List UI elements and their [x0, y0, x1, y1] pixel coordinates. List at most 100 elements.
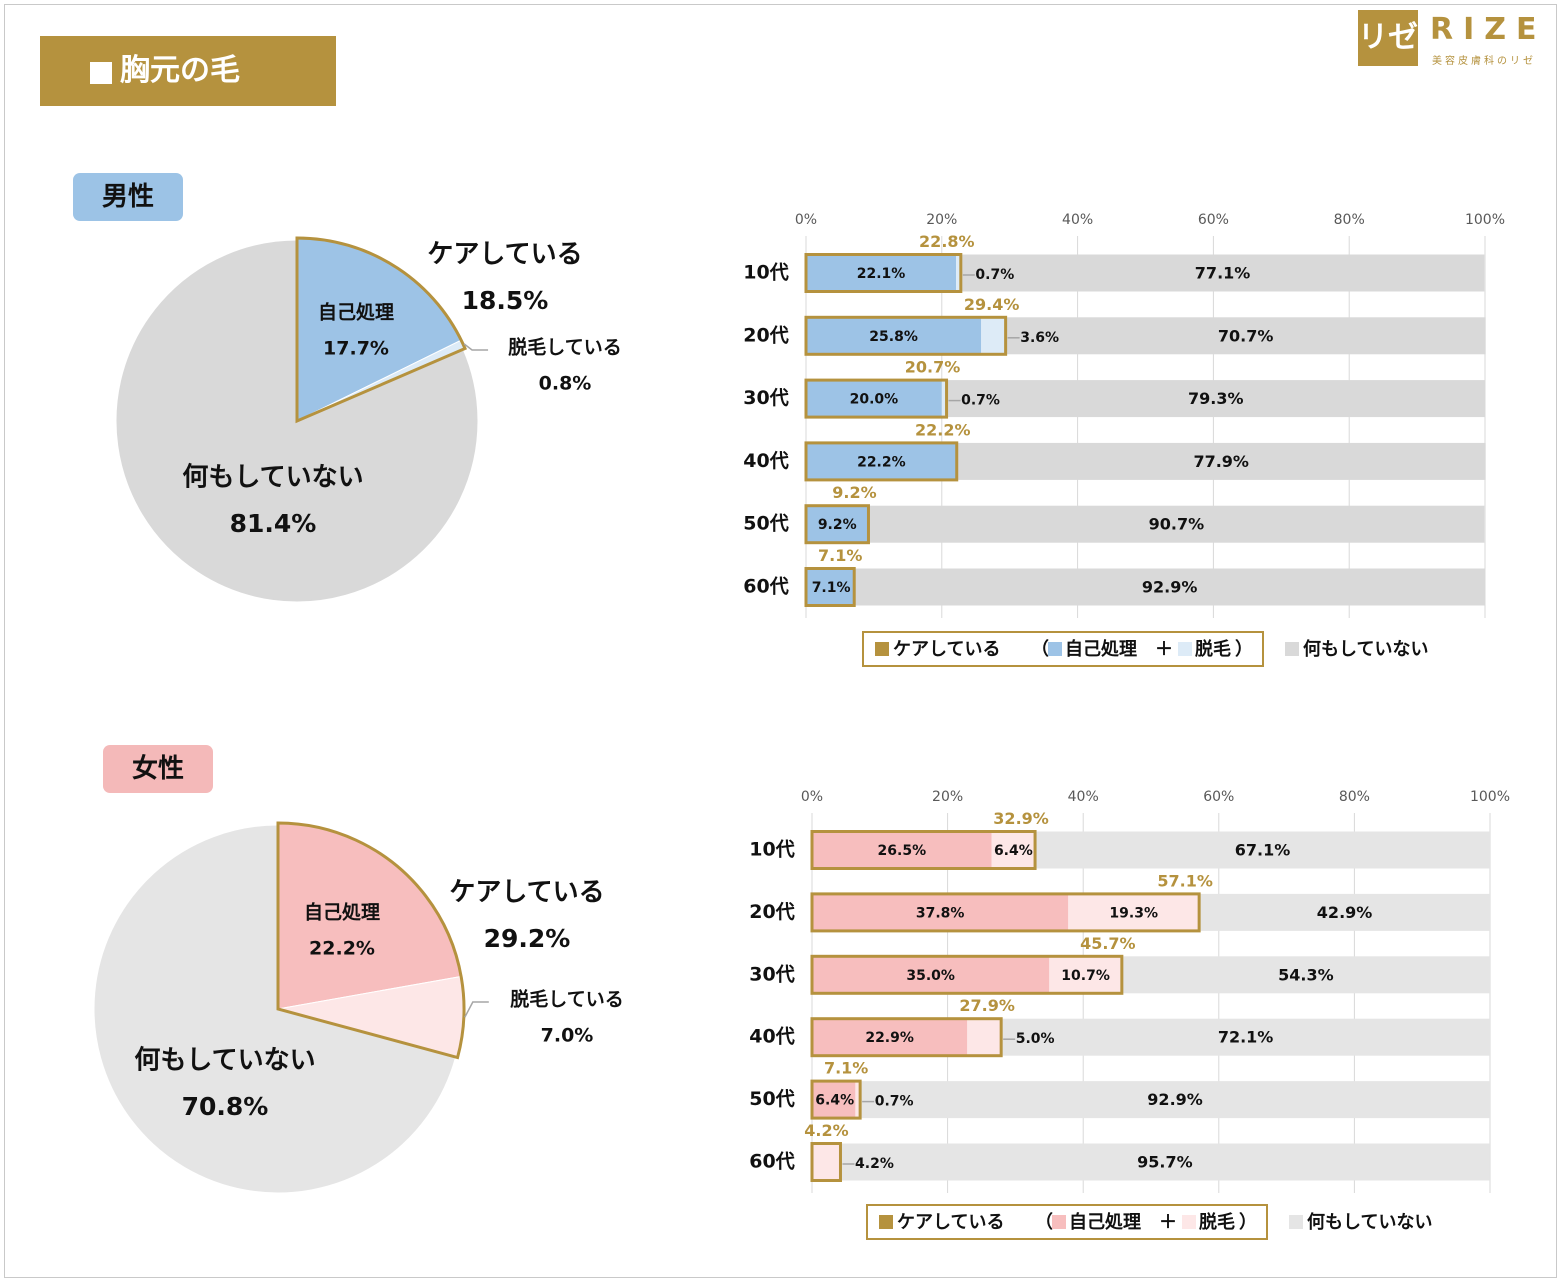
bar-value-self: 26.5% [878, 843, 927, 859]
care-total-label: 9.2% [832, 483, 876, 502]
title-square-icon [90, 62, 112, 84]
care-total-label: 7.1% [824, 1059, 868, 1078]
bar-value-epil: 3.6% [1020, 330, 1059, 346]
bar-segment-self [806, 380, 942, 418]
legend-none-swatch [1285, 642, 1299, 656]
pie-value-self: 22.2% [309, 938, 375, 960]
pie-label-none: 何もしていない [182, 463, 363, 493]
bar-segment-self [812, 956, 1050, 994]
x-tick-label: 20% [932, 789, 963, 805]
bar-care-outline [810, 1017, 1003, 1058]
legend-paren-close: ） [1235, 639, 1253, 660]
care-total-label: 32.9% [993, 809, 1049, 828]
legend-care-swatch [875, 642, 889, 656]
bar-value-none: 77.1% [1195, 264, 1251, 283]
bar-value-self: 35.0% [906, 968, 955, 984]
bar-segment-self [812, 1081, 856, 1119]
chart-frame [4, 4, 1557, 1278]
bar-value-epil: 4.2% [855, 1156, 894, 1172]
pie-value-none: 70.8% [182, 1092, 269, 1121]
category-label: 40代 [743, 450, 788, 472]
bar-segment-none [860, 1081, 1490, 1119]
category-label: 20代 [749, 901, 794, 923]
bar-segment-epil [991, 831, 1036, 869]
logo-mark: リゼ [1358, 10, 1418, 66]
x-tick-label: 80% [1334, 212, 1365, 228]
category-label: 50代 [743, 513, 788, 535]
x-tick-label: 100% [1470, 789, 1510, 805]
bar-segment-epil [956, 254, 961, 292]
bar-care-outline [810, 1079, 862, 1120]
bar-care-outline [804, 567, 856, 607]
logo-subtitle: 美容皮膚科のリゼ [1432, 56, 1536, 67]
care-total-label: 45.7% [1080, 934, 1136, 953]
legend-epil-swatch [1182, 1215, 1196, 1229]
legend-none-label: 何もしていない [1307, 1211, 1432, 1233]
x-tick-label: 40% [1062, 212, 1093, 228]
bar-segment-none [960, 254, 1485, 292]
bar-care-outline [804, 504, 870, 545]
care-total-label: 22.2% [915, 420, 971, 439]
legend-none-label: 何もしていない [1303, 638, 1428, 660]
category-label: 50代 [749, 1088, 794, 1110]
legend-epil-swatch [1178, 642, 1192, 656]
pie-leader-line [464, 1001, 489, 1018]
bar-segment-epil [1068, 893, 1200, 931]
category-label: 10代 [743, 262, 788, 284]
bar-segment-none [1199, 893, 1490, 931]
bar-segment-self [806, 568, 855, 606]
bar-segment-self [806, 505, 869, 543]
bar-segment-self [806, 254, 957, 292]
bar-value-none: 72.1% [1218, 1028, 1274, 1047]
bar-value-none: 92.9% [1142, 578, 1198, 597]
bar-value-self: 7.1% [812, 580, 851, 596]
pie-value-epil: 7.0% [541, 1025, 594, 1047]
bar-segment-epil [941, 380, 947, 418]
category-label: 10代 [749, 839, 794, 861]
pie-label-care: ケアしている [427, 240, 582, 270]
bar-segment-epil [1049, 956, 1122, 994]
x-tick-label: 0% [801, 789, 823, 805]
pie-label-epil: 脱毛している [510, 988, 623, 1011]
bar-value-none: 54.3% [1278, 965, 1334, 984]
bar-value-none: 92.9% [1147, 1090, 1203, 1109]
bar-segment-none [1121, 956, 1490, 994]
bar-value-none: 90.7% [1149, 515, 1205, 534]
bar-segment-self [806, 442, 957, 480]
x-tick-label: 60% [1198, 212, 1229, 228]
bar-value-self: 9.2% [818, 517, 857, 533]
x-tick-label: 20% [926, 212, 957, 228]
pie-label-none: 何もしていない [134, 1046, 315, 1076]
legend-plus: ＋ [1155, 639, 1173, 660]
bar-value-none: 70.7% [1218, 326, 1274, 345]
bar-care-outline [810, 1142, 842, 1182]
care-total-label: 29.4% [964, 295, 1020, 314]
bar-care-outline [810, 892, 1201, 933]
bar-segment-none [956, 442, 1486, 480]
page-title: 胸元の毛 [40, 36, 336, 106]
bar-segment-self [812, 831, 992, 869]
bar-segment-none [1035, 831, 1490, 869]
logo-word: RIZE [1430, 12, 1547, 47]
bar-value-self: 22.9% [865, 1030, 914, 1046]
bar-segment-none [946, 380, 1485, 418]
legend-care-box [862, 631, 1264, 667]
pie-care-outline [295, 236, 468, 424]
pie-value-epil: 0.8% [539, 373, 592, 395]
pie-care-outline [276, 821, 466, 1060]
category-label: 40代 [749, 1026, 794, 1048]
bar-segment-self [806, 317, 982, 355]
x-tick-label: 60% [1203, 789, 1234, 805]
bar-care-outline [804, 378, 949, 419]
bar-segment-self [812, 1018, 968, 1056]
legend-care-box [866, 1204, 1268, 1240]
legend-care-label: ケアしている [893, 639, 1000, 660]
bar-care-outline [804, 315, 1008, 356]
bar-value-epil: 0.7% [875, 1094, 914, 1110]
male-badge: 男性 [73, 173, 183, 221]
pie-value-self: 17.7% [323, 338, 389, 360]
bar-value-self: 25.8% [869, 329, 918, 345]
category-label: 60代 [743, 576, 788, 598]
care-total-label: 22.8% [919, 232, 975, 251]
bar-care-outline [804, 253, 963, 293]
